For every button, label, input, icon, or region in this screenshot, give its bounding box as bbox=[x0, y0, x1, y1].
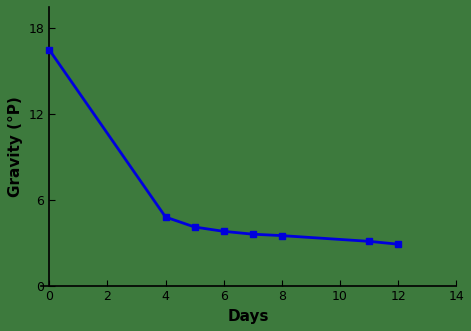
Y-axis label: Gravity (°P): Gravity (°P) bbox=[8, 96, 23, 197]
X-axis label: Days: Days bbox=[227, 309, 269, 324]
